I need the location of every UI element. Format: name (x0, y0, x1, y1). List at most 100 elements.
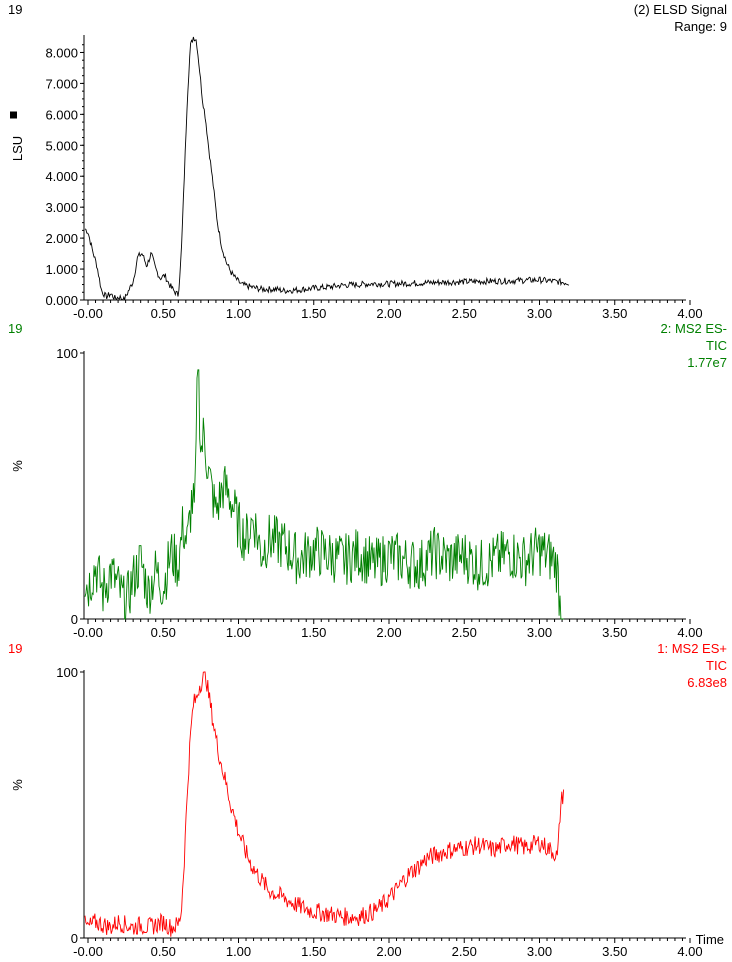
data-point (208, 693, 209, 694)
data-point (434, 855, 435, 856)
data-point (118, 921, 119, 922)
data-point (464, 555, 465, 556)
chart-panel-3: 19 1: MS2 ES+ TIC 6.83e8% 0 100 -0.00 0.50 1.00 1… (8, 641, 727, 959)
data-point (215, 512, 216, 513)
data-point (223, 485, 224, 486)
data-point (328, 555, 329, 556)
data-point (110, 927, 111, 928)
data-point (313, 288, 314, 289)
chart-subtitle: TIC (706, 338, 727, 353)
data-point (163, 921, 164, 922)
data-point (373, 911, 374, 912)
y-tick-label: 4.000 (45, 169, 78, 184)
data-point (546, 555, 547, 556)
data-point (191, 499, 192, 500)
y-tick-label: 100 (56, 665, 78, 680)
data-point (148, 592, 149, 593)
data-point (268, 890, 269, 891)
x-axis-label: Time (696, 932, 724, 947)
data-point (178, 295, 179, 296)
data-point (238, 831, 239, 832)
data-point (203, 432, 204, 433)
data-point (114, 298, 115, 299)
chart-panel-1: 19 (2) ELSD Signal Range: 9 LSU 0.000 1.000 2.… (8, 2, 727, 321)
data-point (173, 290, 174, 291)
data-point (155, 571, 156, 572)
data-point (247, 285, 248, 286)
data-point (182, 525, 183, 526)
data-point (479, 565, 480, 566)
data-point (223, 772, 224, 773)
data-point (137, 256, 138, 257)
series-trace (84, 671, 565, 937)
data-point (569, 282, 570, 283)
data-point (178, 565, 179, 566)
chart-title: (2) ELSD Signal (634, 2, 727, 17)
x-tick-label: 1.50 (301, 625, 326, 640)
data-point (164, 275, 165, 276)
data-point (96, 265, 97, 266)
data-point (283, 898, 284, 899)
data-point (358, 284, 359, 285)
series-trace (84, 36, 570, 301)
data-point (202, 98, 203, 99)
data-point (328, 286, 329, 287)
y-tick-label: 0 (71, 931, 78, 946)
data-point (148, 927, 149, 928)
data-point (181, 911, 182, 912)
data-point (403, 879, 404, 880)
y-label-marker (10, 111, 17, 119)
data-point (84, 924, 85, 925)
data-point (146, 265, 147, 266)
data-point (343, 916, 344, 917)
data-point (181, 253, 182, 254)
data-point (546, 847, 547, 848)
y-tick-label: 0.000 (45, 293, 78, 308)
data-point (199, 685, 200, 686)
data-point (187, 98, 188, 99)
data-point (133, 579, 134, 580)
data-point (196, 698, 197, 699)
data-point (205, 117, 206, 118)
data-point (101, 290, 102, 291)
data-point (217, 746, 218, 747)
y-tick-label: 0 (71, 612, 78, 627)
data-point (396, 890, 397, 891)
data-point (388, 555, 389, 556)
data-point (133, 281, 134, 282)
data-point (118, 586, 119, 587)
data-point (298, 560, 299, 561)
data-point (358, 552, 359, 553)
data-point (373, 565, 374, 566)
data-point (124, 299, 125, 300)
sample-id: 19 (8, 641, 22, 656)
data-point (449, 850, 450, 851)
data-point (403, 560, 404, 561)
data-point (419, 866, 420, 867)
data-point (479, 281, 480, 282)
data-point (276, 289, 277, 290)
data-point (95, 565, 96, 566)
x-tick-label: 4.00 (677, 306, 702, 321)
data-point (426, 858, 427, 859)
data-point (187, 544, 188, 545)
x-tick-label: 2.00 (376, 306, 401, 321)
data-point (373, 283, 374, 284)
data-point (419, 565, 420, 566)
data-point (160, 278, 161, 279)
data-point (110, 293, 111, 294)
data-point (140, 924, 141, 925)
data-point (479, 844, 480, 845)
data-point (268, 539, 269, 540)
data-point (560, 804, 561, 805)
x-tick-label: 2.00 (376, 944, 401, 959)
data-point (253, 868, 254, 869)
chart-title: 2: MS2 ES- (661, 321, 727, 336)
data-point (217, 222, 218, 223)
data-point (110, 571, 111, 572)
data-point (539, 842, 540, 843)
data-point (84, 228, 85, 229)
data-point (119, 296, 120, 297)
data-point (494, 850, 495, 851)
